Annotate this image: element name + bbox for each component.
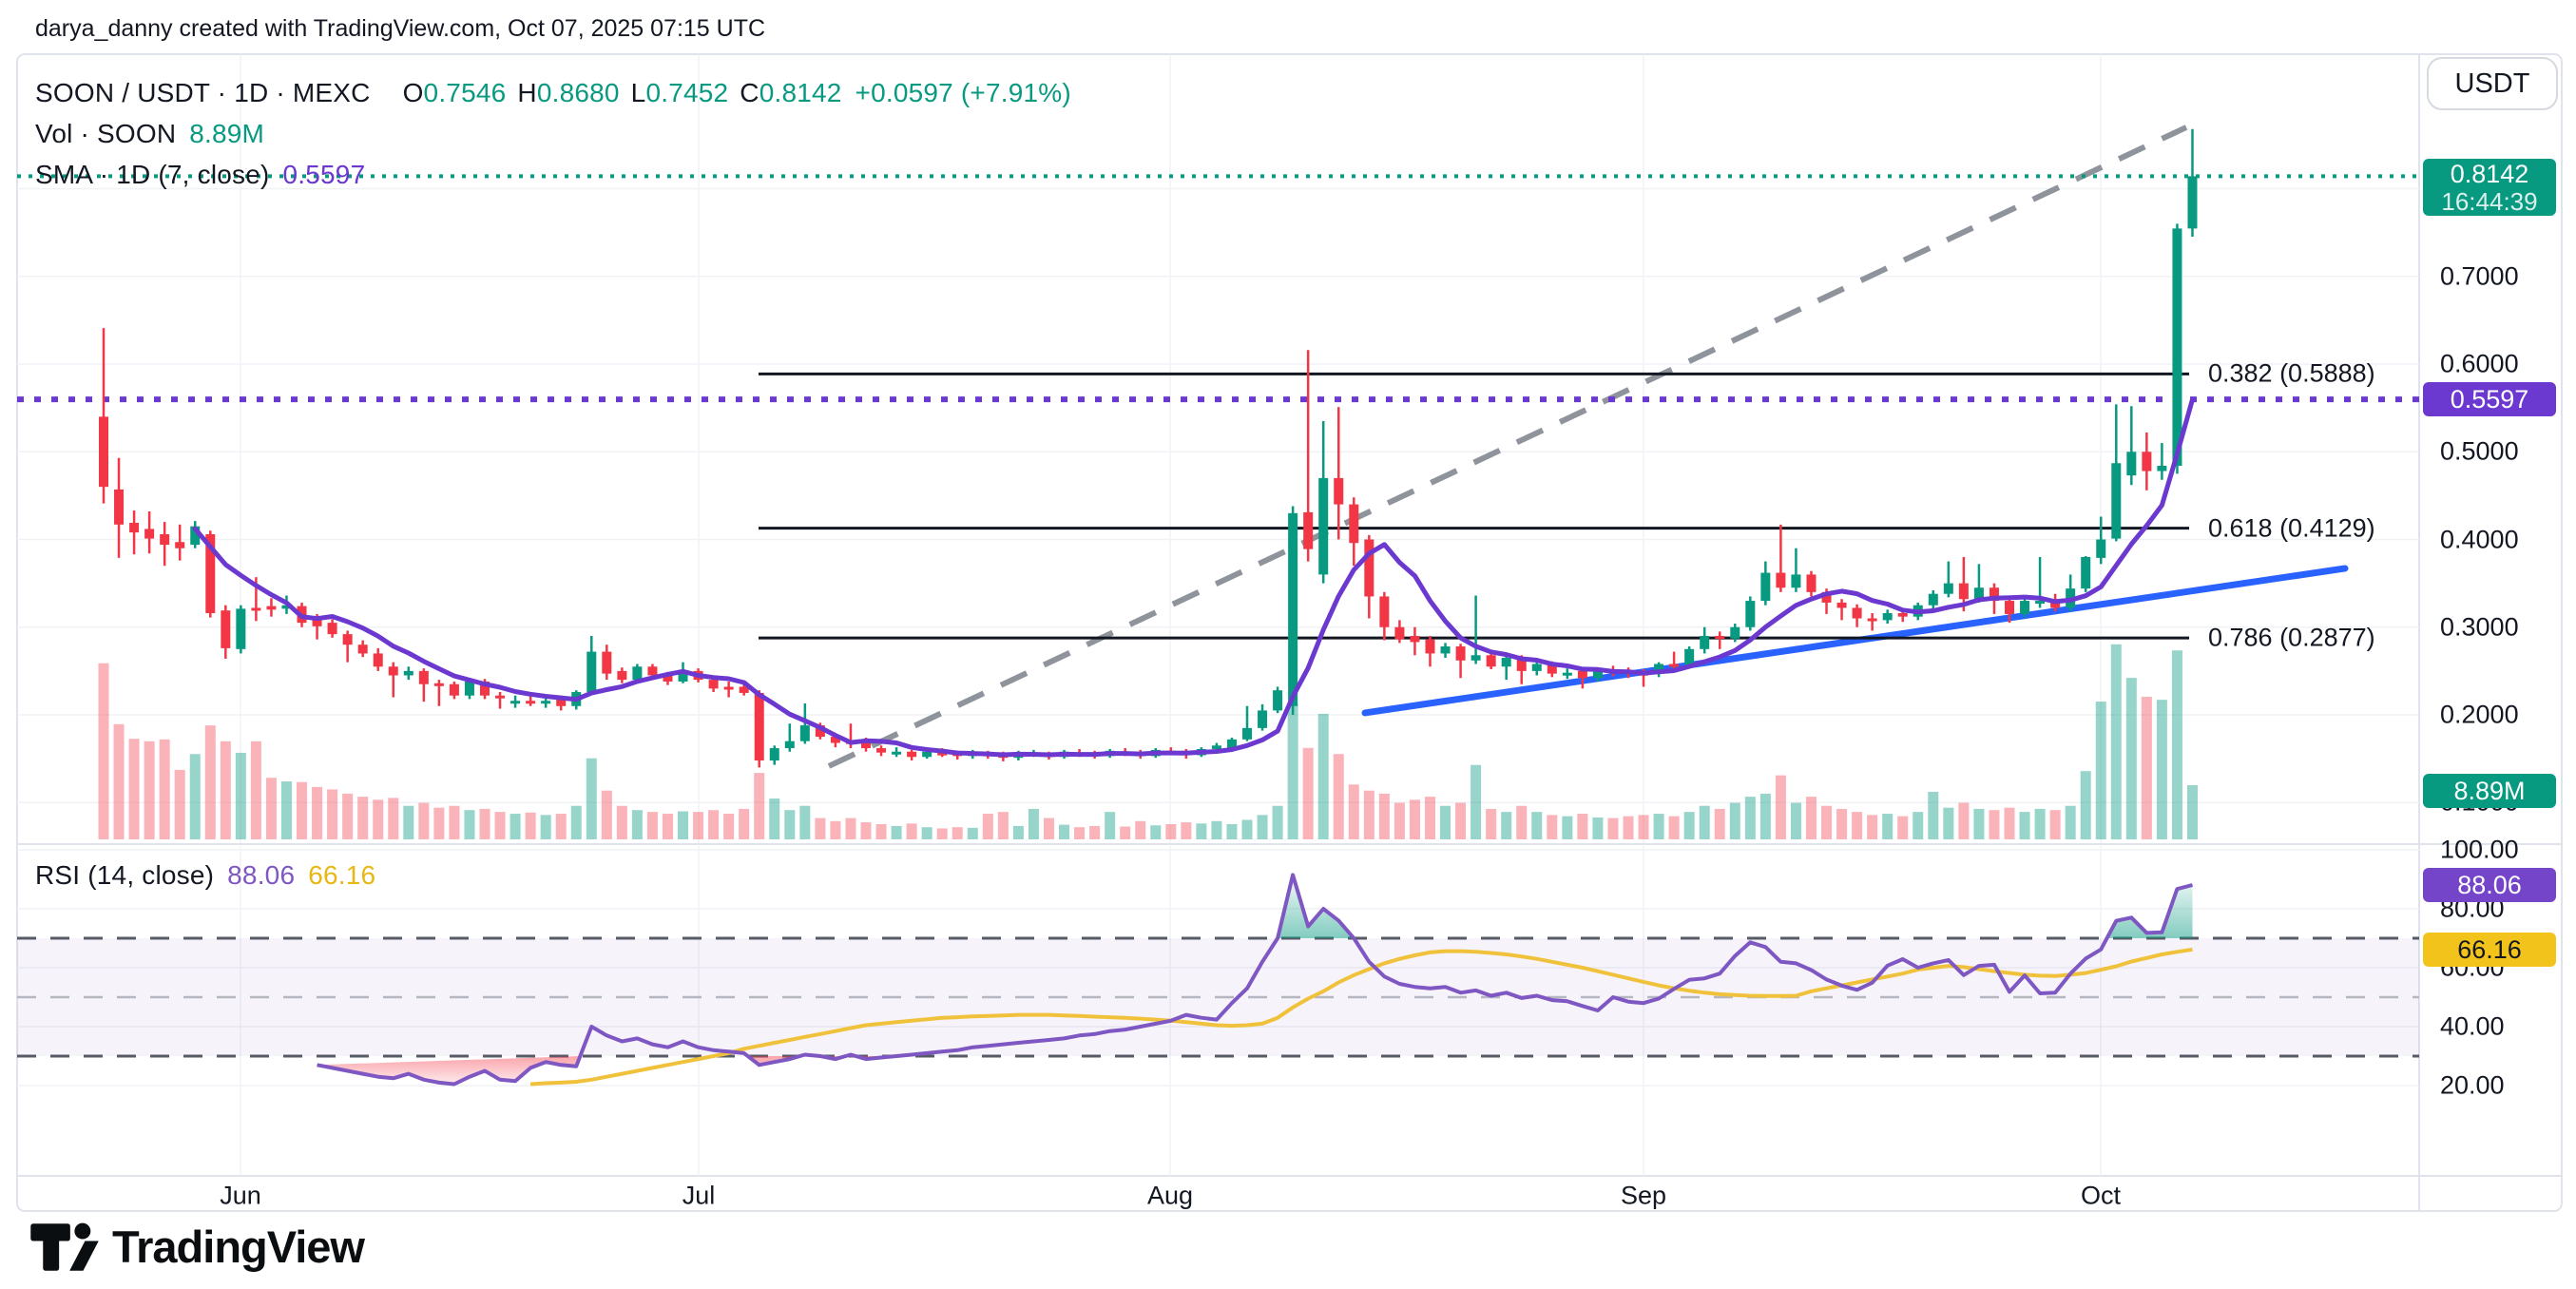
ohlc-value: 0.7452 [645, 78, 729, 107]
ohlc-values: O0.7546 H0.8680 L0.7452 C0.8142 [392, 78, 842, 107]
trendlines[interactable] [827, 125, 2349, 769]
rsi-value-badge: 88.06 [2423, 868, 2556, 902]
candlestick-series[interactable] [99, 128, 2198, 768]
volume-legend[interactable]: Vol · SOON 8.89M [35, 119, 264, 149]
time-axis-month[interactable]: Sep [1620, 1181, 1667, 1210]
fib-level-label: 0.618 (0.4129) [2208, 513, 2375, 543]
gridlines [17, 54, 2419, 1176]
time-axis-month[interactable]: Jul [682, 1181, 716, 1210]
ohlc-value: 0.8680 [536, 78, 620, 107]
rsi-legend-value: 88.06 [227, 860, 296, 890]
panel-frame [16, 53, 2563, 1212]
rsi-legend-label: RSI (14, close) [35, 860, 215, 890]
rsi-axis-tick: 100.00 [2440, 835, 2519, 864]
rsi-axis-tick: 40.00 [2440, 1011, 2505, 1041]
sma-line[interactable] [192, 396, 2195, 758]
time-axis-month[interactable]: Oct [2080, 1181, 2122, 1210]
volume-legend-value: 8.89M [189, 119, 265, 148]
volume-value-badge: 8.89M [2423, 773, 2556, 808]
rsi-axis-tick: 20.00 [2440, 1070, 2505, 1100]
current-price-badge: 0.8142 16:44:39 [2423, 159, 2556, 217]
time-axis-month[interactable]: Jun [220, 1181, 261, 1210]
ohlc-key: O [402, 78, 424, 107]
change-value: +0.0597 (+7.91%) [855, 78, 1071, 107]
ohlc-key: H [517, 78, 537, 107]
gray-dashed-trendline [827, 125, 2188, 769]
symbol-legend[interactable]: SOON / USDT · 1D · MEXC O0.7546 H0.8680 L0… [35, 78, 1071, 108]
symbol-title[interactable]: SOON / USDT · 1D · MEXC [35, 78, 371, 107]
blue-support-trendline [1361, 565, 2349, 717]
currency-toggle-button[interactable]: USDT [2427, 57, 2558, 110]
rsi-ma-legend-value: 66.16 [308, 860, 376, 890]
sma-legend-value: 0.5597 [282, 160, 366, 189]
fib-retracement-lines[interactable] [759, 372, 2189, 640]
fib-level-label: 0.382 (0.5888) [2208, 358, 2375, 388]
rsi-band [17, 936, 2419, 1058]
attribution-header: darya_danny created with TradingView.com… [35, 15, 766, 42]
rsi-line[interactable] [317, 873, 2194, 1087]
ohlc-value: 0.8142 [759, 78, 842, 107]
rsi-oversold-fill [317, 1056, 581, 1085]
rsi-overbought-fill [2106, 885, 2193, 938]
price-axis-tick: 0.4000 [2440, 525, 2519, 553]
sma-legend-label: SMA · 1D (7, close) [35, 160, 270, 189]
ohlc-key: C [740, 78, 759, 107]
price-axis-tick: 0.6000 [2440, 349, 2519, 378]
tradingview-logo[interactable]: TradingView [30, 1221, 365, 1273]
tradingview-logo-icon [30, 1222, 99, 1271]
time-axis-month[interactable]: Aug [1146, 1181, 1194, 1210]
sma-legend[interactable]: SMA · 1D (7, close) 0.5597 [35, 160, 365, 190]
fib-level-label: 0.786 (0.2877) [2208, 623, 2375, 652]
sma-value-badge: 0.5597 [2423, 382, 2556, 417]
volume-series[interactable] [98, 644, 2198, 839]
price-axis-tick: 0.5000 [2440, 436, 2519, 466]
tradingview-logo-text: TradingView [112, 1222, 365, 1272]
ohlc-value: 0.7546 [423, 78, 507, 107]
price-axis-tick: 0.2000 [2440, 700, 2519, 729]
ohlc-key: L [630, 78, 646, 107]
rsi-legend[interactable]: RSI (14, close) 88.06 66.16 [35, 860, 375, 891]
price-axis-tick: 0.3000 [2440, 612, 2519, 642]
volume-legend-label: Vol · SOON [35, 119, 177, 148]
price-axis-tick: 0.7000 [2440, 261, 2519, 291]
rsi-ma-line[interactable] [529, 947, 2193, 1087]
rsi-ma-value-badge: 66.16 [2423, 932, 2556, 967]
